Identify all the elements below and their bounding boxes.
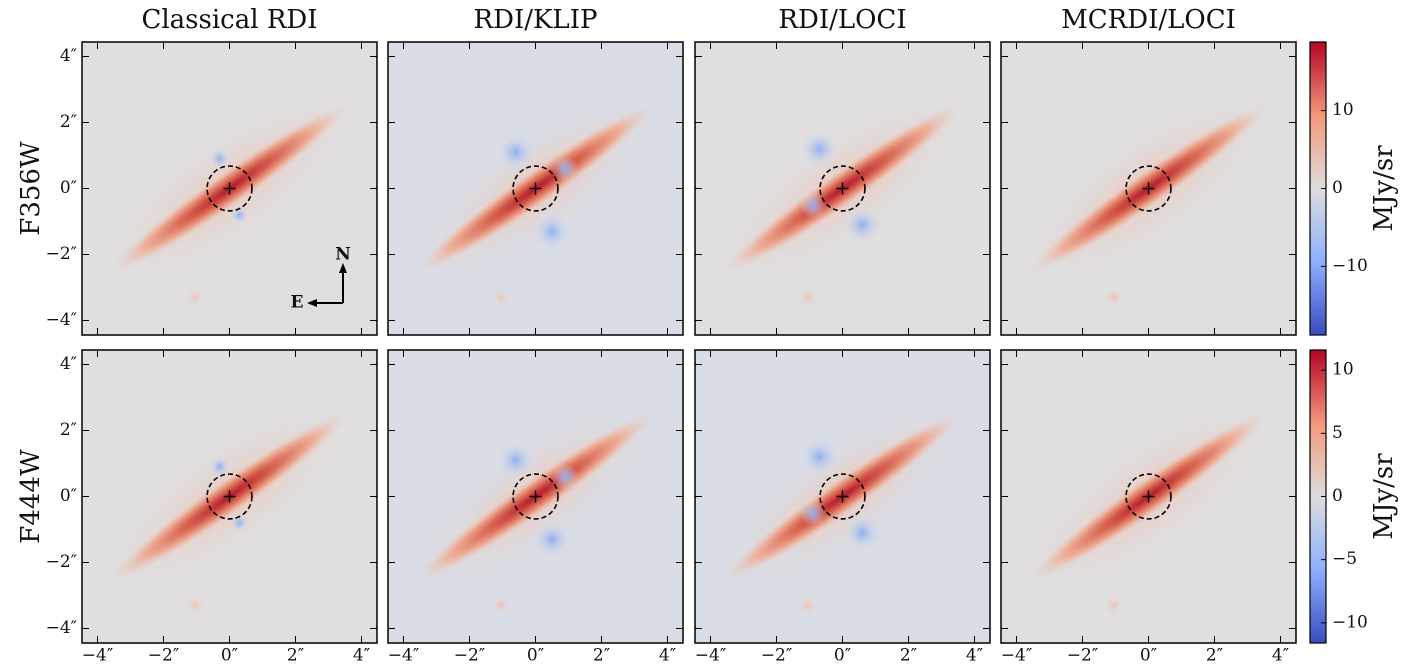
companion	[490, 595, 511, 616]
x-tick-label: −2″	[454, 646, 485, 666]
companion	[490, 287, 511, 308]
colorbar-tick-label: −10	[1332, 612, 1368, 632]
center-cross	[529, 182, 542, 195]
x-tick-label: 0″	[527, 646, 544, 666]
x-tick-label: 2″	[287, 646, 304, 666]
residual	[208, 455, 232, 479]
residual	[799, 129, 840, 169]
companion	[797, 287, 818, 308]
image-panel	[694, 41, 991, 336]
y-tick-label: −2″	[46, 552, 77, 572]
image-panel: −4″ −2″ 0″ 2″ 4″	[694, 349, 991, 666]
x-tick-label: −4″	[82, 646, 113, 666]
colorbar-label: MJy/sr	[1369, 453, 1399, 540]
residual	[799, 191, 827, 219]
mask-circle	[1125, 473, 1172, 520]
residual	[551, 155, 579, 182]
center-cross	[223, 182, 236, 195]
image-panel: −4″ −2″ 0″ 2″ 4″	[387, 349, 684, 666]
residual	[229, 204, 250, 225]
colorbar-tick-label: 0	[1332, 178, 1343, 198]
mask-circle	[819, 473, 866, 520]
x-tick-label: −2″	[761, 646, 792, 666]
y-tick-label: 4″	[60, 354, 77, 374]
colorbar-tick-label: 10	[1332, 360, 1354, 380]
colorbar-tick-label: −10	[1332, 256, 1368, 276]
y-tick-label: 0″	[60, 178, 77, 198]
x-tick-label: 4″	[1272, 646, 1289, 666]
colorbar-tick-label: −5	[1332, 549, 1357, 569]
y-tick-label: −4″	[46, 618, 77, 638]
residual	[495, 440, 536, 481]
x-tick-label: 4″	[966, 646, 983, 666]
mask-circle	[512, 165, 559, 212]
x-tick-label: −4″	[1001, 646, 1032, 666]
compass-east: E	[291, 293, 304, 313]
column-title: RDI/LOCI	[778, 5, 906, 35]
center-cross	[529, 490, 542, 503]
residual	[229, 512, 250, 533]
residual	[842, 204, 883, 245]
mask-circle	[206, 165, 253, 212]
compass-north: N	[335, 245, 351, 265]
x-tick-label: −2″	[148, 646, 179, 666]
mask-circle	[1125, 165, 1172, 212]
mask-circle	[512, 473, 559, 520]
residual	[551, 463, 579, 490]
center-cross	[1142, 182, 1155, 195]
colorbar-tick-label: 5	[1332, 423, 1343, 443]
x-tick-label: 0″	[1140, 646, 1157, 666]
x-tick-label: −4″	[695, 646, 726, 666]
arrowheads	[307, 263, 347, 307]
y-tick-label: 2″	[60, 112, 77, 132]
companion	[1103, 595, 1124, 616]
center-cross	[1142, 490, 1155, 503]
image-panel: −4″ −2″ 0″ 2″ 4″	[46, 41, 378, 336]
colorbar-tick-label: 10	[1332, 100, 1354, 120]
residual	[532, 519, 572, 560]
column-title: Classical RDI	[141, 5, 317, 35]
center-cross	[836, 182, 849, 195]
x-tick-label: 2″	[900, 646, 917, 666]
companion	[1103, 287, 1124, 308]
companion	[797, 595, 818, 616]
row-label: F356W	[16, 141, 46, 236]
residual	[208, 147, 232, 171]
x-tick-label: 0″	[834, 646, 851, 666]
x-tick-label: −2″	[1067, 646, 1098, 666]
companion	[184, 595, 205, 616]
colorbar-label: MJy/sr	[1369, 145, 1399, 232]
center-cross	[836, 490, 849, 503]
residual	[799, 437, 840, 477]
residual	[532, 211, 572, 252]
row-label: F444W	[16, 449, 46, 544]
mask-circle	[819, 165, 866, 212]
x-tick-label: 4″	[353, 646, 370, 666]
x-tick-label: 0″	[221, 646, 238, 666]
y-tick-label: −2″	[46, 244, 77, 264]
y-tick-label: 4″	[60, 46, 77, 66]
y-tick-label: −4″	[46, 310, 77, 330]
colorbar-tick-label: 0	[1332, 486, 1343, 506]
y-tick-label: 2″	[60, 420, 77, 440]
image-panel: −4″ −2″ 0″ 2″ 4″ −4″ −2″ 0″ 2″ 4″	[46, 349, 378, 666]
residual	[799, 499, 827, 527]
x-tick-label: 2″	[1206, 646, 1223, 666]
image-panel	[1000, 41, 1297, 336]
residual	[495, 132, 536, 173]
center-cross	[223, 490, 236, 503]
mask-circle	[206, 473, 253, 520]
image-panel	[387, 41, 684, 336]
column-title: RDI/KLIP	[474, 5, 598, 35]
column-title: MCRDI/LOCI	[1061, 5, 1236, 35]
residual	[842, 512, 883, 553]
x-tick-label: 2″	[593, 646, 610, 666]
y-tick-label: 0″	[60, 486, 77, 506]
image-panel: −4″ −2″ 0″ 2″ 4″	[1000, 349, 1297, 666]
companion	[184, 287, 205, 308]
x-tick-label: −4″	[388, 646, 419, 666]
x-tick-label: 4″	[659, 646, 676, 666]
